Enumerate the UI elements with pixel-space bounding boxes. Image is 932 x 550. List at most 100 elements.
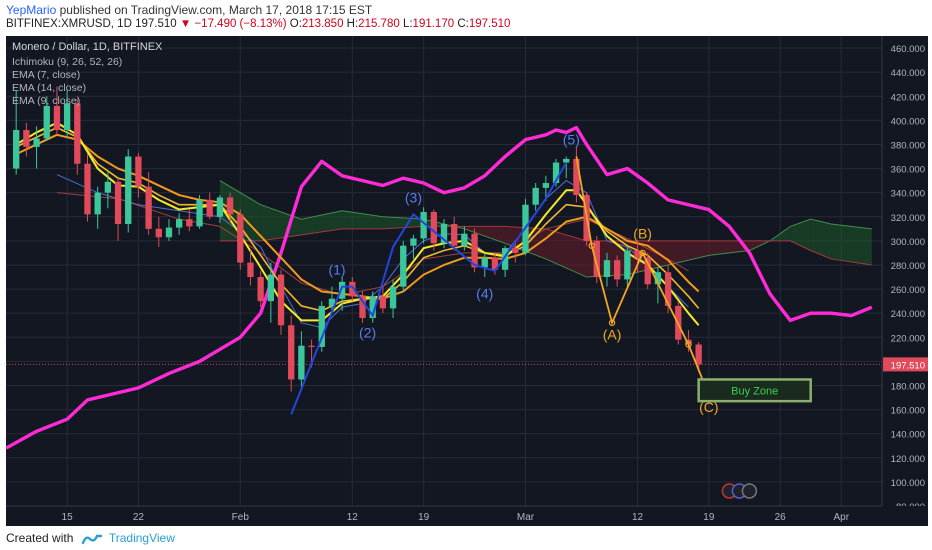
price-tick-label: 280.000	[891, 261, 925, 272]
candle-body	[389, 286, 397, 309]
candle-body	[74, 103, 81, 164]
kumo-segment	[382, 216, 424, 229]
senkou-span-a	[219, 180, 872, 278]
elliott-pivot-marker	[588, 242, 595, 249]
kumo-segment	[301, 210, 343, 235]
candle-body	[542, 183, 550, 188]
published-text: published on TradingView.com, March 17, …	[59, 3, 373, 17]
chikou-span-line	[5, 125, 873, 450]
price-tick-label: 180.000	[891, 381, 925, 392]
elliott-wave-label: (1)	[328, 262, 345, 278]
candle-body	[196, 199, 203, 227]
time-tick-label: 12	[632, 512, 644, 523]
price-tick-label: 400.000	[891, 116, 925, 127]
candlestick-chart[interactable]: (1)(2)(3)(4)(5)(A)(B)(C)Buy Zone 80.0001…	[5, 36, 928, 526]
candle-body	[308, 345, 315, 347]
buy-zone-box	[697, 378, 812, 403]
candle-body	[186, 219, 193, 227]
legend-indicator: EMA (7, close)	[12, 69, 80, 81]
candle-body	[461, 233, 468, 246]
price-tick-label: 440.000	[891, 68, 925, 79]
open-value: 213.850	[301, 18, 344, 30]
time-tick-label: 19	[418, 512, 430, 523]
elliott-wave-label: (2)	[359, 324, 376, 340]
candle-body	[84, 163, 91, 215]
candle-body	[430, 211, 437, 244]
candle-body	[410, 238, 417, 246]
price-tick-label: 460.000	[891, 44, 925, 55]
candle-body	[349, 281, 356, 297]
candle-body	[501, 248, 509, 270]
open-label: O:	[289, 18, 302, 30]
legend-indicator: Ichimoku (9, 26, 52, 26)	[12, 56, 122, 68]
candle-body	[603, 260, 611, 278]
time-axis: 15 22 Feb 12 19 Mar 12 19 26 Apr	[6, 505, 928, 526]
events-flag	[721, 483, 758, 499]
price-tick-label: 220.000	[891, 333, 925, 344]
candle-body	[634, 250, 641, 258]
candle-body	[206, 199, 213, 217]
candle-body	[471, 233, 478, 268]
author-link[interactable]: YepMario	[6, 3, 57, 17]
candle-body	[338, 281, 346, 299]
time-tick-label: Feb	[232, 512, 250, 523]
candle-body	[125, 156, 132, 224]
last-price: 197.510	[135, 18, 177, 30]
candle-body	[400, 245, 407, 287]
candle-body	[135, 156, 142, 187]
candle-body	[298, 345, 305, 380]
candle-body	[654, 272, 662, 285]
candles	[13, 86, 702, 392]
elliott-pivot-marker	[639, 249, 646, 257]
price-tick-label: 260.000	[891, 285, 925, 296]
low-label: L:	[402, 18, 413, 30]
symbol-label: BITFINEX:XMRUSD, 1D	[6, 18, 132, 30]
last-price-tag	[883, 357, 928, 372]
candle-body	[481, 257, 488, 268]
quote-line: BITFINEX:XMRUSD, 1D 197.510 ▼ −17.490 (−…	[6, 18, 510, 30]
elliott-correction-line	[575, 156, 710, 396]
candle-body	[644, 257, 651, 285]
price-chart[interactable]: (1)(2)(3)(4)(5)(A)(B)(C)Buy Zone 80.0001…	[5, 36, 928, 526]
time-tick-label: 26	[775, 512, 787, 523]
economic-event-marker	[741, 483, 758, 499]
candle-body	[145, 186, 152, 229]
candle-body	[165, 227, 173, 238]
legend-indicator: EMA (9, close)	[12, 95, 80, 107]
candle-body	[155, 228, 162, 238]
candle-body	[23, 130, 30, 147]
candle-body	[267, 274, 274, 302]
candle-body	[379, 296, 387, 309]
elliott-wave-label: (B)	[633, 225, 652, 241]
price-tick-label: 380.000	[891, 140, 925, 151]
publish-line: YepMario published on TradingView.com, M…	[6, 3, 372, 17]
candle-body	[491, 257, 499, 270]
elliott-wave-label: (3)	[405, 189, 422, 205]
candle-body	[216, 197, 224, 217]
candle-body	[359, 296, 366, 318]
time-tick-label: 15	[62, 512, 74, 523]
candle-body	[237, 214, 244, 263]
time-tick-label: 22	[133, 512, 145, 523]
kumo-segment	[342, 210, 383, 229]
candle-body	[13, 130, 20, 169]
candle-body	[664, 272, 672, 306]
triangle-down-icon: ▼	[179, 18, 192, 30]
price-tick-label: 140.000	[891, 430, 925, 441]
elliott-wave-label: (C)	[699, 399, 718, 415]
legend-indicator: EMA (14, close)	[12, 82, 86, 94]
candle-body	[563, 158, 570, 163]
candle-body	[318, 305, 325, 347]
kumo-segment	[810, 219, 832, 259]
price-tick-label: 340.000	[891, 189, 925, 200]
kumo-segment	[260, 204, 302, 241]
price-tick-label: 300.000	[891, 237, 925, 248]
tradingview-brand[interactable]: TradingView	[108, 531, 175, 545]
publish-header: YepMario published on TradingView.com, M…	[0, 0, 932, 36]
time-tick-label: 12	[347, 512, 359, 523]
legend-title: Monero / Dollar, 1D, BITFINEX	[12, 41, 163, 53]
candle-body	[695, 344, 702, 365]
price-tick-label: 120.000	[891, 454, 925, 465]
candle-body	[104, 181, 112, 193]
created-with: Created with TradingView	[6, 531, 175, 545]
